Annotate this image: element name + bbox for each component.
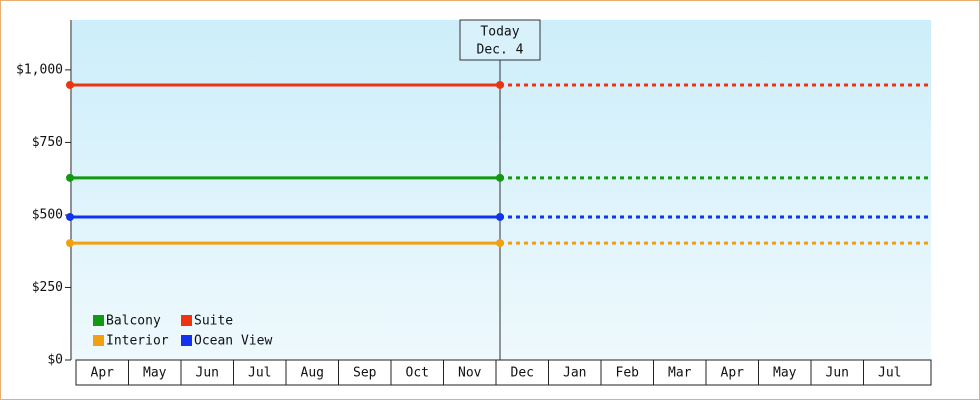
month-axis (75, 359, 932, 386)
plot-area (72, 20, 931, 360)
legend-label: Interior (106, 334, 169, 349)
x-tick-label: Apr (91, 366, 115, 381)
x-tick-label: Jul (878, 366, 901, 381)
today-date: Dec. 4 (477, 43, 524, 58)
point (496, 173, 504, 182)
point (496, 212, 504, 221)
y-tick-label: $250 (32, 280, 63, 295)
legend-label: Suite (194, 314, 233, 329)
x-tick-label: Oct (406, 366, 429, 381)
y-tick-label: $500 (32, 207, 63, 222)
x-tick-label: Jun (196, 366, 219, 381)
x-tick-label: Dec (511, 366, 534, 381)
y-tick-label: $750 (32, 135, 63, 150)
x-tick-label: Sep (353, 366, 377, 381)
x-tick-label: Apr (721, 366, 745, 381)
x-tick-label: Mar (668, 366, 692, 381)
point (496, 239, 504, 248)
x-tick-label: Jul (248, 366, 271, 381)
point (66, 173, 74, 182)
point (66, 212, 74, 221)
x-tick-label: Jan (563, 366, 586, 381)
legend-swatch (181, 315, 192, 326)
legend-label: Ocean View (194, 334, 272, 349)
x-tick-label: Feb (616, 366, 640, 381)
y-tick-label: $0 (47, 353, 63, 368)
x-tick-label: Nov (458, 366, 482, 381)
today-label: Today (480, 25, 519, 40)
legend-swatch (181, 335, 192, 346)
y-tick-label: $1,000 (16, 62, 63, 77)
point (66, 80, 74, 89)
legend-label: Balcony (106, 314, 161, 329)
point (496, 80, 504, 89)
legend-swatch (93, 335, 104, 346)
x-tick-label: May (143, 366, 167, 381)
x-tick-label: May (773, 366, 797, 381)
legend-swatch (93, 315, 104, 326)
point (66, 239, 74, 248)
today-box (459, 19, 541, 61)
x-tick-label: Aug (301, 366, 324, 381)
x-tick-label: Jun (826, 366, 849, 381)
